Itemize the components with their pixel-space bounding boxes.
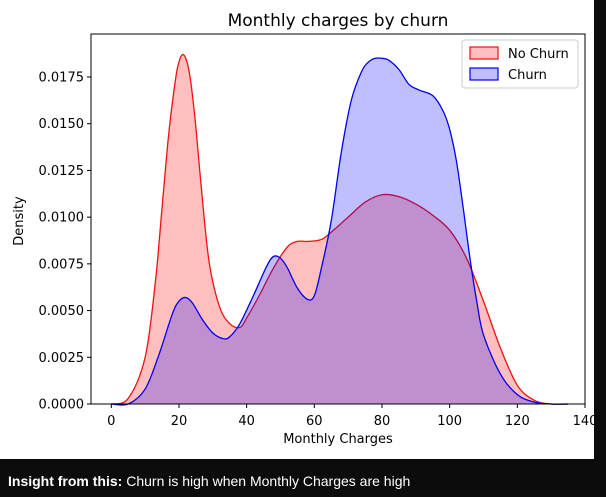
insight-label: Insight from this: (8, 473, 123, 489)
y-tick-label: 0.0050 (39, 304, 85, 319)
legend-swatch-churn (469, 67, 499, 81)
x-tick-label: 60 (306, 414, 323, 429)
axes-layer: 0 20 40 60 80 100 120 140 0.0000 0.0025 0.0050 0.00… (39, 33, 594, 429)
legend-swatch-no-churn (469, 46, 499, 60)
series-area-churn (111, 57, 569, 406)
chart-title: Monthly charges by churn (228, 11, 449, 31)
y-axis-label: Density (12, 196, 27, 246)
y-tick-label: 0.0150 (39, 117, 85, 132)
legend-label-no-churn: No Churn (508, 47, 569, 62)
x-tick-label: 140 (573, 414, 594, 429)
chart-figure: Monthly charges by churn Density Monthly… (0, 0, 594, 459)
x-tick-label: 100 (437, 414, 462, 429)
y-tick-label: 0.0125 (39, 164, 85, 179)
density-plot: Monthly charges by churn Density Monthly… (12, 11, 594, 447)
plot-frame (90, 33, 586, 405)
legend-swatch-bg (470, 68, 498, 80)
x-axis-label: Monthly Charges (283, 432, 393, 447)
legend: No Churn Churn (461, 39, 579, 89)
series-line-churn (111, 57, 569, 406)
series-line-no-churn (111, 53, 569, 405)
x-tick-label: 0 (107, 414, 115, 429)
x-tick-label: 20 (171, 414, 188, 429)
y-tick-label: 0.0025 (39, 351, 85, 366)
y-tick-label: 0.0000 (39, 398, 85, 413)
y-tick-label: 0.0100 (39, 211, 85, 226)
legend-swatch-bg (470, 47, 498, 59)
y-tick-label: 0.0075 (39, 257, 85, 272)
x-tick-label: 40 (238, 414, 255, 429)
insight-caption: Insight from this: Churn is high when Mo… (8, 473, 410, 489)
y-tick-label: 0.0175 (39, 70, 85, 85)
series-layer (111, 53, 569, 406)
x-tick-label: 120 (505, 414, 530, 429)
insight-text: Churn is high when Monthly Charges are h… (122, 473, 411, 489)
legend-label-churn: Churn (508, 68, 547, 83)
x-tick-label: 80 (374, 414, 391, 429)
series-area-no-churn (111, 54, 569, 405)
